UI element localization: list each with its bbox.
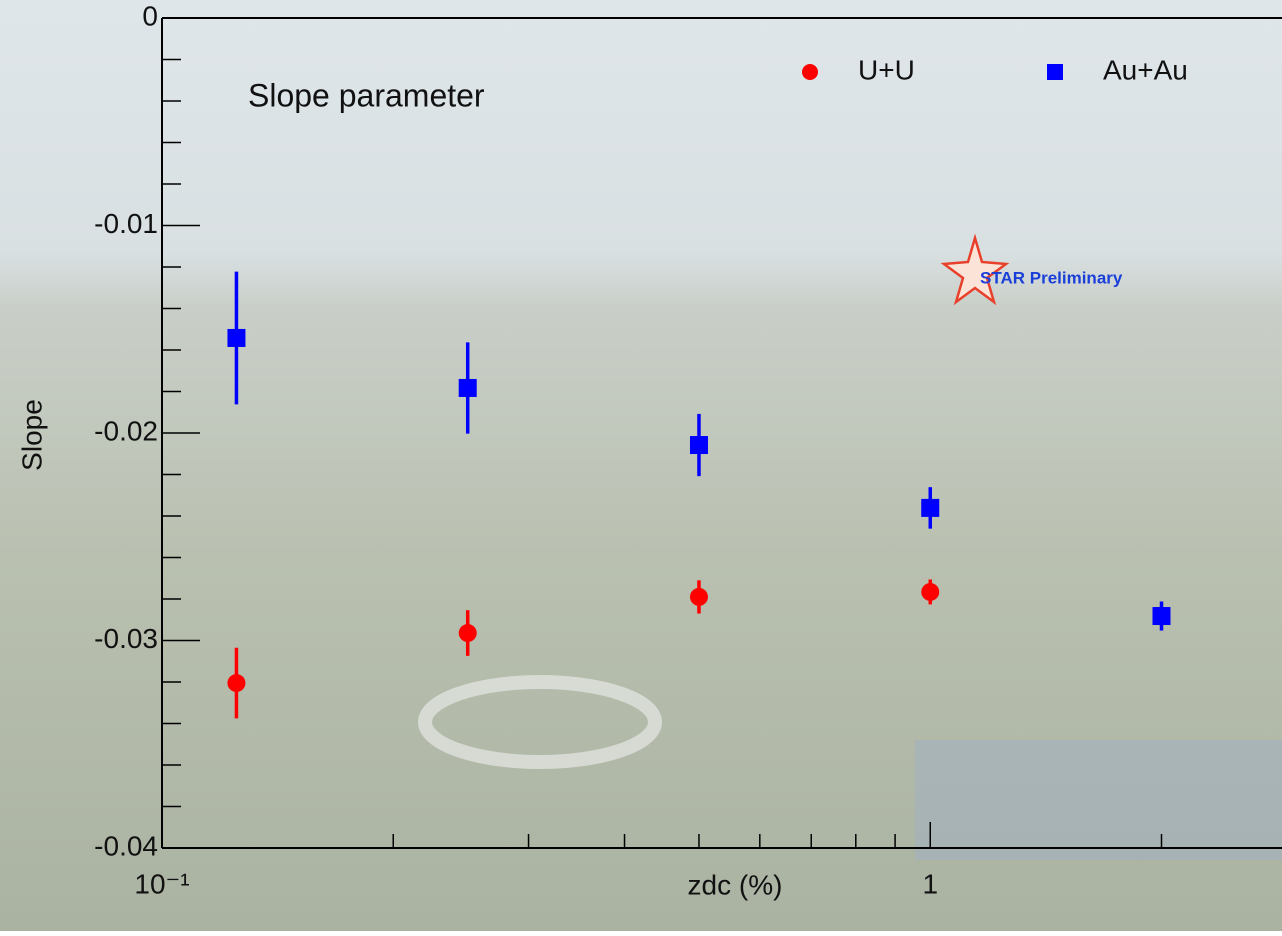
y-tick-label: -0.01: [94, 208, 158, 239]
legend-label: U+U: [858, 54, 915, 85]
chart-title: Slope parameter: [248, 77, 485, 113]
y-tick-label: -0.03: [94, 623, 158, 654]
x-axis-label: zdc (%): [688, 869, 783, 900]
chart: Slope parameter zdc (%) Slope STAR Preli…: [0, 0, 1282, 931]
legend-marker: [802, 64, 818, 80]
legend-marker: [1047, 64, 1063, 80]
data-point: [921, 499, 939, 517]
data-point: [921, 583, 939, 601]
data-point: [1153, 607, 1171, 625]
data-point: [459, 379, 477, 397]
y-tick-label: -0.02: [94, 415, 158, 446]
data-point: [227, 674, 245, 692]
background-field: [915, 740, 1282, 860]
data-point: [690, 436, 708, 454]
data-point: [459, 624, 477, 642]
y-tick-label: 0: [142, 0, 158, 31]
x-tick-label: 1: [922, 868, 938, 899]
y-axis-label: Slope: [16, 399, 47, 471]
legend-label: Au+Au: [1103, 54, 1188, 85]
data-point: [227, 329, 245, 347]
data-point: [690, 588, 708, 606]
page: Slope parameter zdc (%) Slope STAR Preli…: [0, 0, 1282, 931]
annotation: STAR Preliminary: [980, 268, 1123, 287]
x-tick-label: 10⁻¹: [134, 868, 189, 899]
y-tick-label: -0.04: [94, 830, 158, 861]
